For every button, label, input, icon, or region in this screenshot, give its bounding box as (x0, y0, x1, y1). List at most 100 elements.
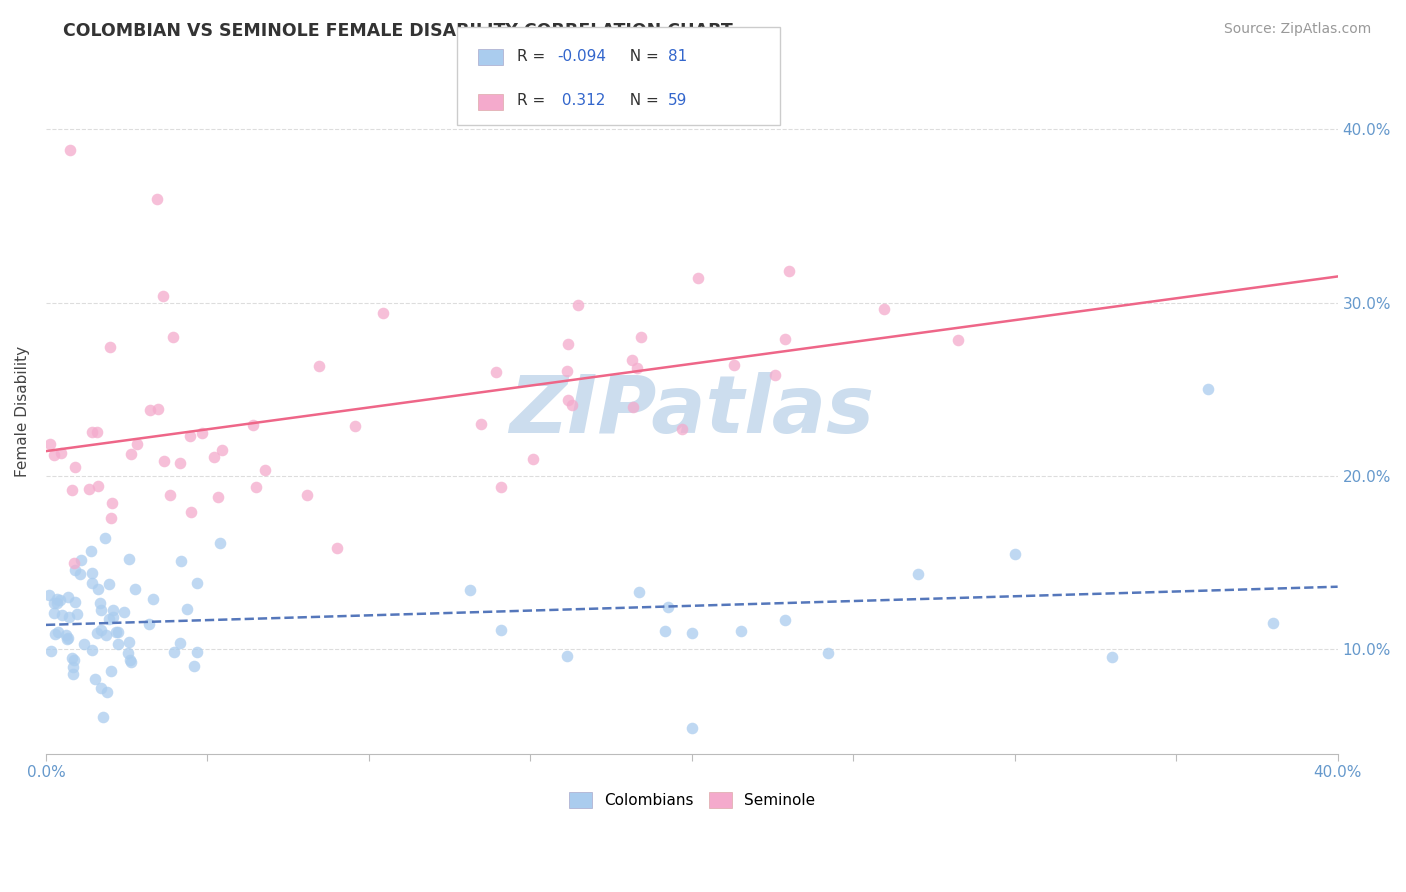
Point (84, 672, 107, 686)
Text: -0.094: -0.094 (557, 49, 606, 63)
Point (66, 607, 89, 621)
Point (557, 336, 579, 351)
Point (58, 610, 80, 624)
Point (42, 448, 65, 462)
Point (80, 543, 103, 558)
Point (86, 625, 108, 640)
Point (45, 596, 67, 610)
Point (681, 721, 703, 735)
Point (73, 637, 96, 651)
Point (60, 483, 83, 498)
Point (142, 591, 165, 606)
Point (90, 624, 112, 638)
Point (56, 632, 79, 646)
Point (80, 425, 103, 440)
Point (162, 330, 184, 344)
Point (170, 554, 193, 568)
Point (80, 643, 103, 657)
Point (69, 567, 91, 582)
Point (146, 192, 169, 206)
Point (98, 612, 121, 626)
Point (80, 566, 103, 581)
Point (100, 664, 122, 678)
Point (180, 505, 202, 519)
Point (522, 452, 544, 467)
Point (817, 646, 839, 660)
Point (555, 649, 578, 664)
Point (77, 483, 100, 497)
Point (561, 398, 583, 412)
Point (118, 634, 141, 648)
Point (245, 480, 267, 494)
Point (491, 624, 513, 638)
Point (190, 425, 212, 440)
Point (118, 552, 141, 566)
Point (51, 445, 73, 459)
Point (295, 488, 318, 502)
Point (139, 403, 162, 417)
Point (90, 681, 112, 696)
Point (763, 368, 786, 383)
Text: R =: R = (517, 94, 551, 108)
Point (63, 556, 86, 570)
Point (557, 392, 579, 407)
Point (176, 601, 198, 615)
Point (70, 552, 93, 566)
Point (681, 625, 703, 640)
Point (51, 608, 73, 623)
Point (120, 655, 142, 669)
Point (63, 459, 86, 474)
Point (124, 582, 146, 596)
Point (86, 478, 108, 492)
Point (207, 490, 229, 504)
Point (630, 330, 652, 344)
Point (657, 599, 679, 614)
Point (46, 624, 69, 639)
Point (470, 417, 492, 431)
Point (567, 298, 589, 312)
Point (98, 577, 121, 591)
Point (39, 644, 62, 658)
Point (46, 591, 69, 606)
Point (688, 271, 710, 285)
Point (112, 605, 135, 619)
Point (253, 462, 276, 476)
Point (138, 616, 160, 631)
Point (627, 585, 650, 599)
Point (773, 613, 796, 627)
Point (159, 488, 181, 502)
Text: COLOMBIAN VS SEMINOLE FEMALE DISABILITY CORRELATION CHART: COLOMBIAN VS SEMINOLE FEMALE DISABILITY … (63, 22, 733, 40)
Point (202, 450, 225, 464)
Point (179, 429, 201, 443)
Point (63, 595, 86, 609)
Point (59, 143, 82, 157)
Legend: Colombians, Seminole: Colombians, Seminole (562, 786, 821, 814)
Point (101, 602, 124, 616)
Point (96, 685, 118, 699)
Point (1261, 615, 1284, 630)
Point (42, 596, 65, 610)
Point (1101, 650, 1123, 665)
Point (63, 653, 86, 667)
Point (371, 306, 394, 320)
Point (62, 666, 84, 681)
Point (1004, 547, 1026, 561)
Point (120, 653, 142, 667)
Point (90, 602, 112, 616)
Point (107, 625, 129, 640)
Point (242, 418, 264, 433)
Point (153, 454, 176, 468)
Point (38, 437, 60, 451)
Point (621, 400, 644, 414)
Point (86, 425, 108, 439)
Point (308, 359, 330, 373)
Point (948, 333, 970, 347)
Point (162, 645, 184, 659)
Point (94, 531, 117, 545)
Point (344, 418, 367, 433)
Point (183, 659, 205, 673)
Point (873, 301, 896, 316)
Point (485, 365, 508, 379)
Point (620, 353, 643, 368)
Point (120, 447, 142, 461)
